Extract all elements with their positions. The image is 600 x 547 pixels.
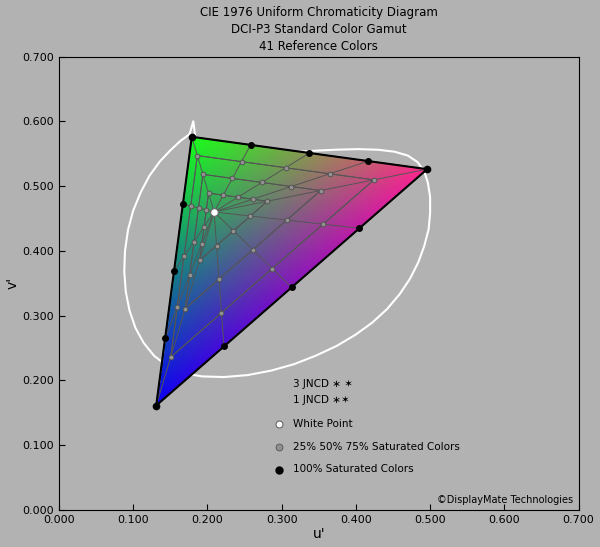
- X-axis label: u': u': [313, 527, 325, 542]
- Text: ©DisplayMate Technologies: ©DisplayMate Technologies: [437, 495, 574, 505]
- Title: CIE 1976 Uniform Chromaticity Diagram
DCI-P3 Standard Color Gamut
41 Reference C: CIE 1976 Uniform Chromaticity Diagram DC…: [200, 5, 437, 53]
- Text: 1 JNCD ∗✶: 1 JNCD ∗✶: [293, 395, 350, 405]
- Text: 100% Saturated Colors: 100% Saturated Colors: [293, 464, 413, 474]
- Text: 25% 50% 75% Saturated Colors: 25% 50% 75% Saturated Colors: [293, 441, 460, 452]
- Text: White Point: White Point: [293, 419, 352, 429]
- Y-axis label: v': v': [5, 277, 20, 289]
- Text: 3 JNCD ∗ ✶: 3 JNCD ∗ ✶: [293, 379, 353, 389]
